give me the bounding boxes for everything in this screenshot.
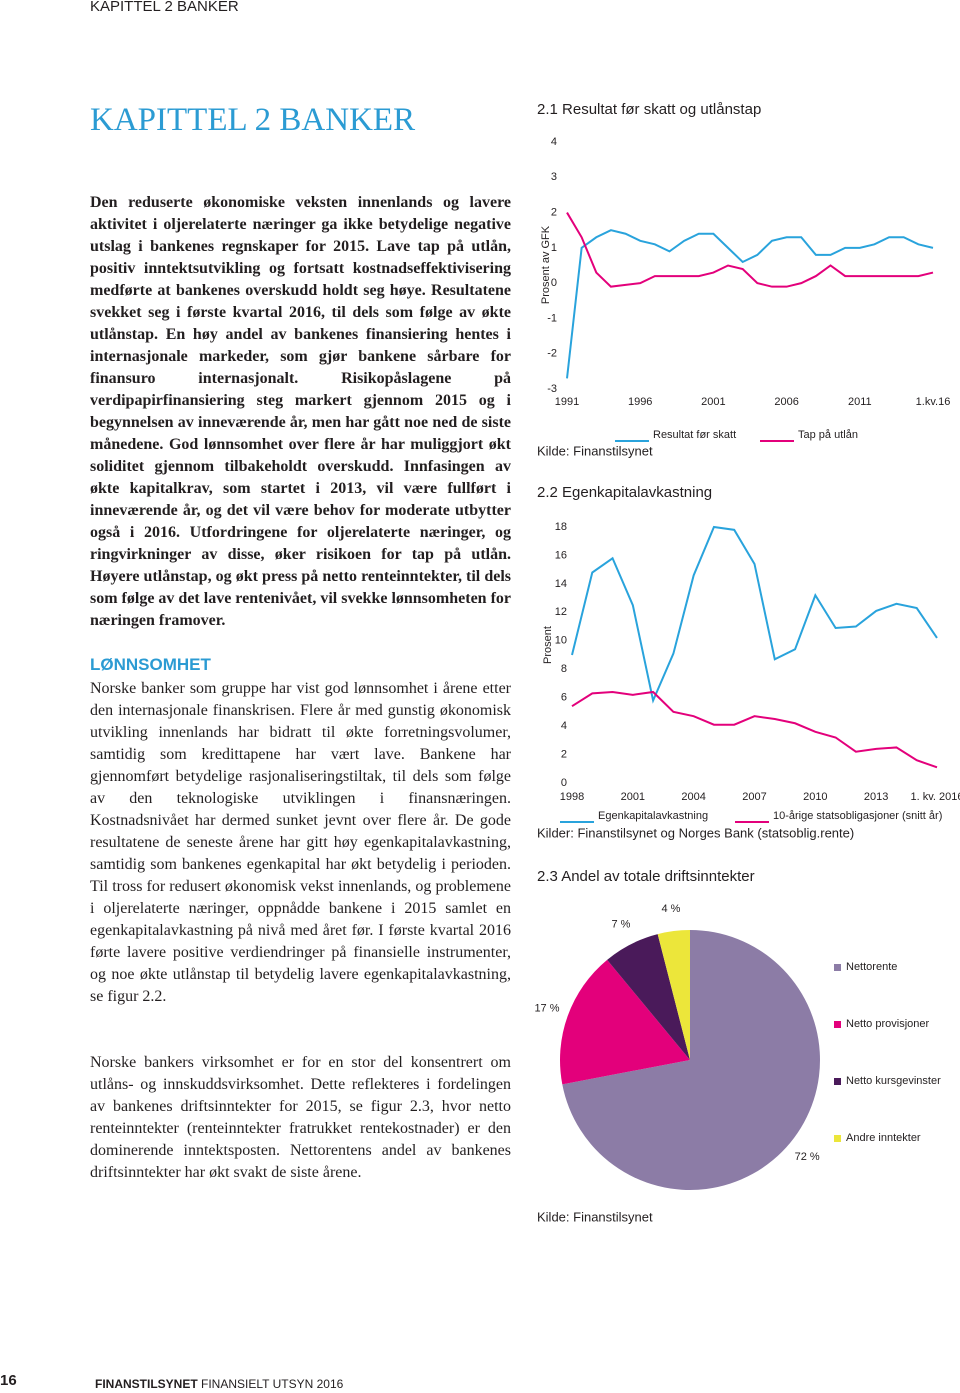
y-tick-label: 3 xyxy=(551,171,557,183)
data-label: 72 % xyxy=(795,1151,820,1163)
x-tick-label: 2013 xyxy=(864,791,888,803)
x-tick-label: 2006 xyxy=(774,396,798,408)
data-label: 4 % xyxy=(661,903,680,915)
line xyxy=(566,212,934,288)
legend-swatch xyxy=(834,1021,841,1028)
y-tick-label: 18 xyxy=(555,521,567,533)
intro-paragraph: Den reduserte økonomiske veksten innenla… xyxy=(90,194,511,629)
data-label: 17 % xyxy=(534,1002,559,1014)
chart-title: 2.2 Egenkapitalavkastning xyxy=(537,484,712,501)
y-tick-label: 10 xyxy=(555,635,567,647)
pie-slice xyxy=(607,934,690,1060)
footer-brand: FINANSTILSYNET xyxy=(95,1377,198,1391)
section-heading: LØNNSOMHET xyxy=(90,655,211,674)
running-title: KAPITTEL 2 BANKER xyxy=(90,0,239,15)
x-tick-label: 2004 xyxy=(681,791,705,803)
chart-title: 2.3 Andel av totale driftsinntekter xyxy=(537,868,755,885)
legend-label: Resultat før skatt xyxy=(653,429,736,441)
paragraph: Norske banker som gruppe har vist god lø… xyxy=(90,680,511,1005)
legend-label: Egenkapitalavkastning xyxy=(598,810,708,822)
x-tick-label: 2010 xyxy=(803,791,827,803)
x-tick-label: 2011 xyxy=(848,396,872,408)
y-tick-label: -3 xyxy=(547,383,557,395)
x-tick-label: 2001 xyxy=(621,791,645,803)
page-number: 16 xyxy=(0,1372,17,1389)
footer-publication: FINANSIELT UTSYN 2016 xyxy=(201,1377,344,1391)
x-tick-label: 2001 xyxy=(701,396,725,408)
y-tick-label: 0 xyxy=(551,277,557,289)
y-tick-label: 4 xyxy=(551,136,557,148)
line xyxy=(571,525,938,704)
y-tick-label: 14 xyxy=(555,578,567,590)
data-label: 7 % xyxy=(612,918,631,930)
y-tick-label: 1 xyxy=(551,242,557,254)
pie-slice xyxy=(562,930,821,1190)
line xyxy=(566,229,934,379)
x-tick-label: 1991 xyxy=(555,396,579,408)
legend-label: Andre inntekter xyxy=(846,1132,921,1144)
x-tick-label: 1996 xyxy=(628,396,652,408)
x-tick-label: 2007 xyxy=(742,791,766,803)
y-tick-label: 12 xyxy=(555,606,567,618)
x-tick-label: 1.kv.16 xyxy=(916,396,951,408)
chart-title: 2.1 Resultat før skatt og utlånstap xyxy=(537,101,761,118)
line xyxy=(571,690,938,769)
chapter-title: KAPITTEL 2 BANKER xyxy=(90,102,416,138)
chart-source: Kilde: Finanstilsynet xyxy=(537,1209,653,1224)
x-tick-label: 1998 xyxy=(560,791,584,803)
y-tick-label: 16 xyxy=(555,549,567,561)
y-axis-label: Prosent xyxy=(542,626,554,664)
paragraph: Norske bankers virksomhet er for en stor… xyxy=(90,1054,511,1181)
y-tick-label: 6 xyxy=(561,692,567,704)
y-axis-label: Prosent av GFK xyxy=(540,225,552,304)
legend-swatch xyxy=(834,1078,841,1085)
y-tick-label: 2 xyxy=(551,206,557,218)
y-tick-label: -1 xyxy=(547,312,557,324)
legend-label: Netto kursgevinster xyxy=(846,1075,941,1087)
legend-swatch xyxy=(834,1135,841,1142)
y-tick-label: 2 xyxy=(561,748,567,760)
legend-label: Tap på utlån xyxy=(798,429,858,441)
y-tick-label: 8 xyxy=(561,663,567,675)
y-tick-label: 0 xyxy=(561,777,567,789)
y-tick-label: 4 xyxy=(561,720,567,732)
x-tick-label: 1. kv. 2016 xyxy=(911,791,960,803)
y-tick-label: -2 xyxy=(547,348,557,360)
legend-label: 10-årige statsobligasjoner (snitt år) xyxy=(773,810,942,822)
legend-swatch xyxy=(834,964,841,971)
footer: FINANSTILSYNET FINANSIELT UTSYN 2016 xyxy=(95,1377,343,1391)
chart-source: Kilder: Finanstilsynet og Norges Bank (s… xyxy=(537,825,854,840)
pie-slice xyxy=(657,930,690,1060)
chart-source: Kilde: Finanstilsynet xyxy=(537,443,653,458)
legend-label: Nettorente xyxy=(846,961,897,973)
legend-label: Netto provisjoner xyxy=(846,1018,929,1030)
pie-slice xyxy=(560,959,690,1085)
